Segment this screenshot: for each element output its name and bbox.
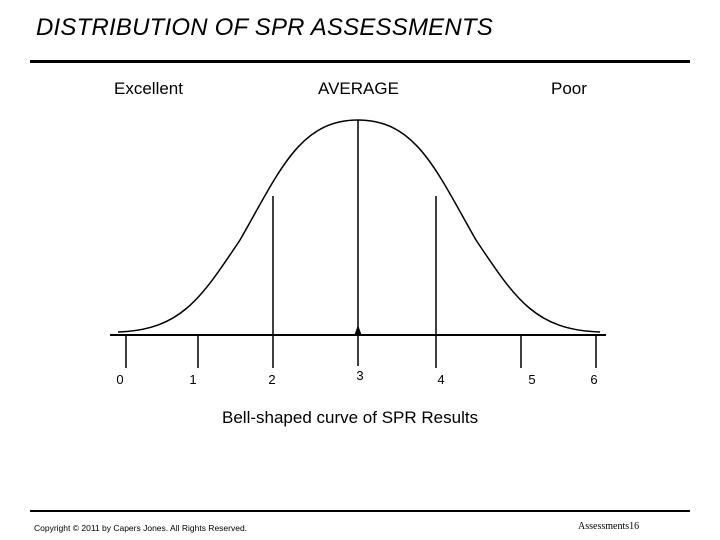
copyright-notice: Copyright © 2011 by Capers Jones. All Ri… (34, 523, 248, 533)
page-title: DISTRIBUTION OF SPR ASSESSMENTS (36, 14, 493, 41)
diagram-caption: Bell-shaped curve of SPR Results (222, 408, 479, 427)
mean-arrow (354, 325, 362, 336)
tick-label-0: 0 (116, 372, 123, 387)
slide-label: Assessments16 (578, 521, 640, 532)
title-divider (30, 60, 690, 63)
excellent-label: Excellent (114, 79, 183, 98)
average-label: AVERAGE (318, 79, 399, 98)
tick-label-2: 2 (268, 372, 275, 387)
footer-divider (30, 510, 690, 512)
poor-label: Poor (551, 79, 587, 98)
tick-label-5: 5 (528, 372, 535, 387)
tick-label-1: 1 (189, 372, 196, 387)
axis-ticks: 0 1 2 3 4 5 6 (116, 335, 598, 387)
tick-label-3: 3 (356, 368, 363, 383)
bell-curve (117, 119, 601, 333)
tick-label-4: 4 (437, 372, 444, 387)
tick-label-6: 6 (590, 372, 597, 387)
